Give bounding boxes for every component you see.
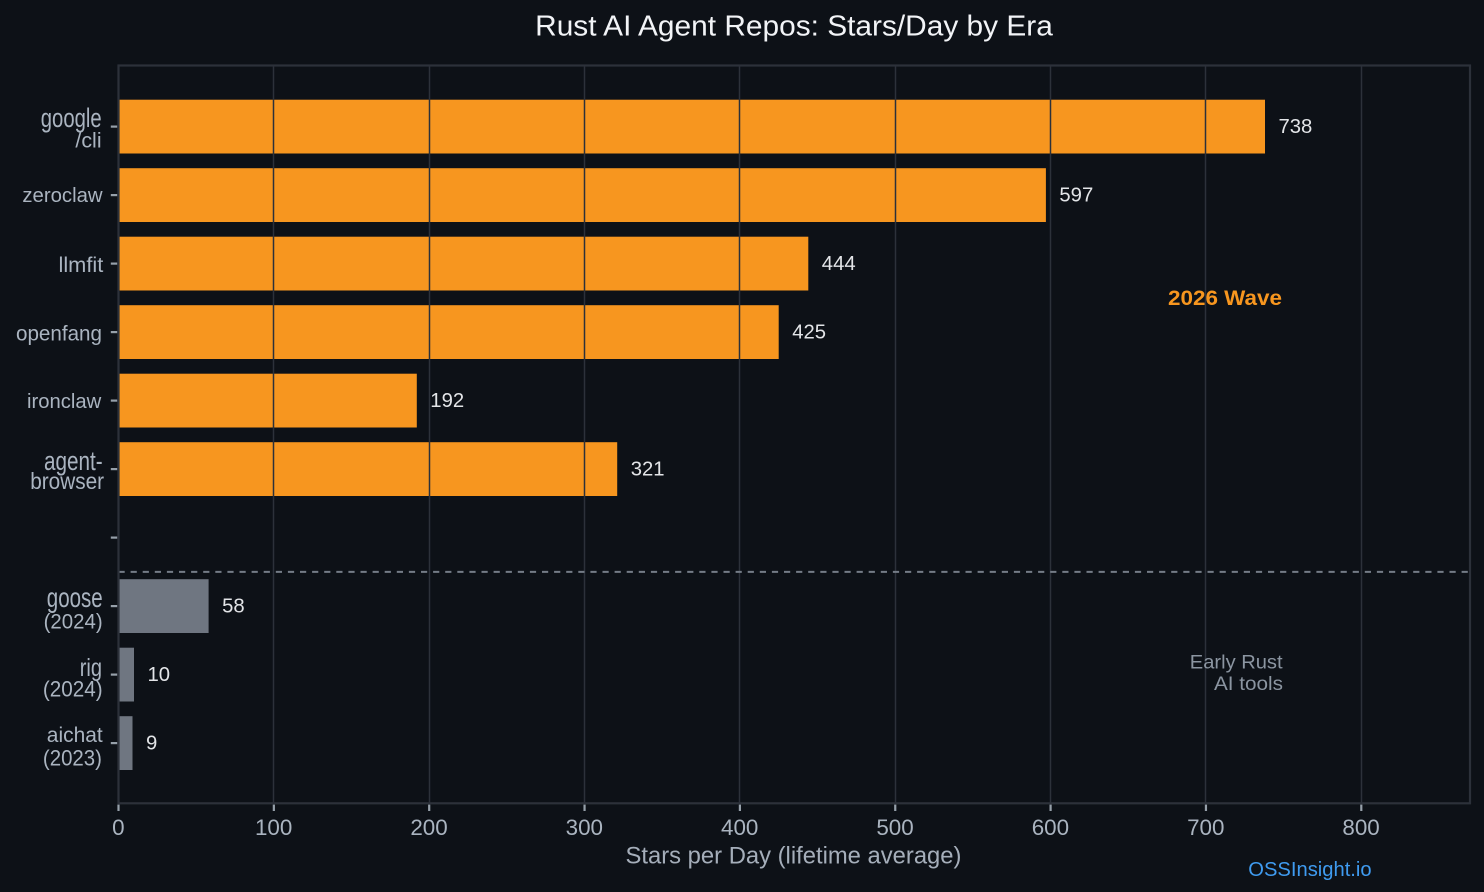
svg-text:AI tools: AI tools: [1214, 673, 1283, 695]
svg-text:425: 425: [792, 322, 826, 344]
svg-text:goose: goose: [47, 582, 103, 613]
svg-text:llmfit: llmfit: [59, 252, 104, 277]
svg-text:100: 100: [255, 815, 292, 840]
svg-text:browser: browser: [30, 468, 104, 494]
svg-text:Rust AI Agent Repos: Stars/Day: Rust AI Agent Repos: Stars/Day by Era: [535, 10, 1054, 42]
svg-text:700: 700: [1187, 815, 1224, 840]
svg-text:444: 444: [822, 253, 856, 275]
svg-text:400: 400: [721, 815, 758, 840]
svg-text:google: google: [41, 103, 102, 133]
svg-text:600: 600: [1032, 815, 1069, 840]
svg-text:OSSInsight.io: OSSInsight.io: [1248, 859, 1371, 881]
svg-text:(2023): (2023): [43, 745, 102, 770]
svg-text:0: 0: [112, 815, 124, 840]
svg-text:Early Rust: Early Rust: [1190, 651, 1283, 673]
svg-text:openfang: openfang: [16, 322, 102, 345]
svg-text:(2024): (2024): [44, 608, 103, 633]
svg-text:738: 738: [1279, 116, 1313, 138]
svg-text:(2024): (2024): [43, 677, 103, 702]
svg-text:9: 9: [146, 733, 157, 755]
svg-text:300: 300: [566, 815, 603, 840]
svg-text:zeroclaw: zeroclaw: [22, 185, 102, 207]
svg-text:597: 597: [1059, 185, 1093, 207]
svg-text:58: 58: [222, 596, 245, 618]
svg-text:500: 500: [876, 815, 913, 840]
svg-text:/cli: /cli: [75, 130, 101, 153]
svg-text:Stars per Day (lifetime averag: Stars per Day (lifetime average): [626, 843, 962, 870]
svg-text:aichat: aichat: [47, 724, 103, 747]
svg-text:2026 Wave: 2026 Wave: [1168, 287, 1282, 310]
svg-text:321: 321: [631, 459, 665, 481]
svg-text:rig: rig: [80, 654, 102, 682]
svg-text:200: 200: [410, 815, 447, 840]
svg-text:192: 192: [430, 390, 464, 412]
svg-text:agent-: agent-: [44, 446, 103, 476]
svg-text:800: 800: [1342, 815, 1379, 840]
svg-text:10: 10: [148, 664, 171, 686]
svg-text:ironclaw: ironclaw: [27, 391, 102, 413]
